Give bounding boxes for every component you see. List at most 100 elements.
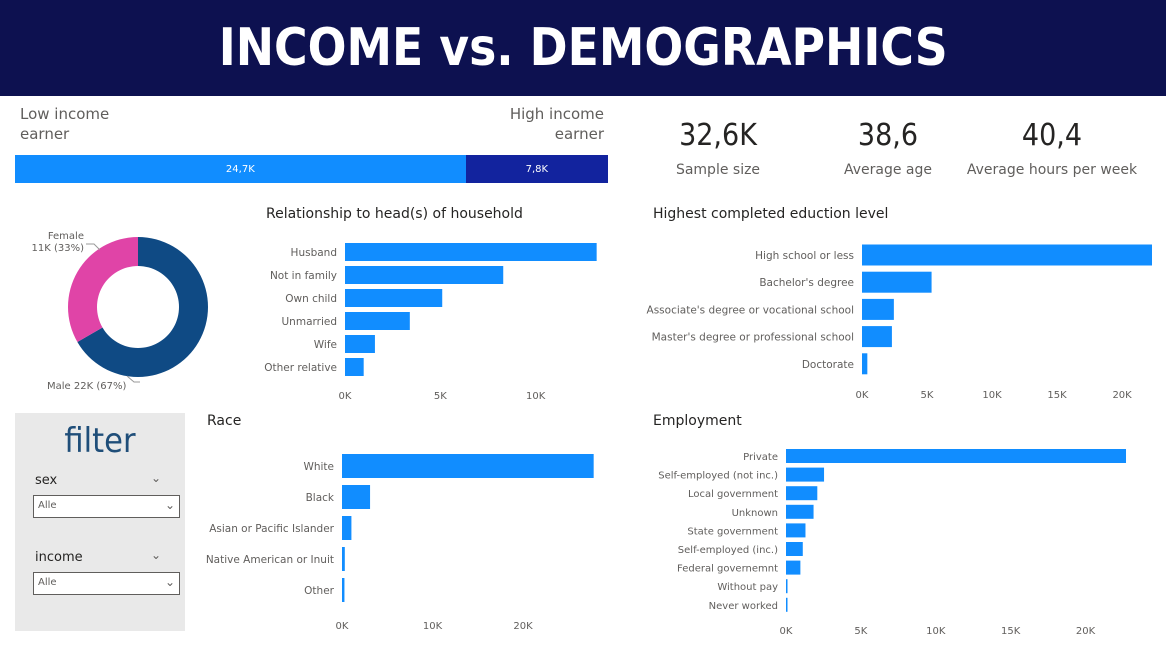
employment-category-label: Local government (688, 489, 778, 500)
kpi-average-age-value: 38,6 (857, 118, 919, 153)
race-category-label: White (303, 461, 334, 473)
relationship-category-label: Not in family (270, 270, 337, 282)
employment-chart-title: Employment (653, 413, 742, 429)
relationship-bar-wife[interactable] (345, 335, 375, 353)
employment-bar-federal-governemnt[interactable] (786, 560, 801, 575)
high-income-value: 7,8K (525, 163, 549, 175)
employment-bar-unknown[interactable] (786, 504, 814, 519)
donut-label-female-name: Female (48, 231, 84, 242)
education-bar-associate-s-degree-or-vocational-school[interactable] (862, 298, 894, 320)
kpi-sample-size[interactable]: 32,6K Sample size (660, 116, 776, 178)
kpi-average-hours[interactable]: 40,4 Average hours per week (966, 116, 1138, 178)
education-category-label: Master's degree or professional school (652, 332, 854, 344)
employment-bar-local-government[interactable] (786, 486, 818, 501)
employment-bar-chart[interactable]: Private Self-employed (not inc.) Local gov… (620, 440, 1166, 645)
relationship-bar-unmarried[interactable] (345, 312, 410, 330)
relationship-tick-label: 0K (339, 391, 352, 402)
chevron-down-icon: ⌄ (164, 498, 175, 512)
race-tick-label: 20K (513, 621, 533, 632)
race-bar-chart[interactable]: White Black Asian or Pacific Islander Nativ… (200, 440, 610, 640)
race-category-label: Black (306, 492, 335, 504)
employment-bar-self-employed-not-inc[interactable] (786, 467, 825, 482)
chevron-down-icon[interactable]: ⌄ (151, 471, 162, 485)
income-slicer-dropdown[interactable]: Alle ⌄ (33, 572, 180, 595)
relationship-category-label: Husband (291, 247, 337, 259)
education-tick-label: 20K (1112, 390, 1132, 401)
income-slicer-label: income (35, 550, 83, 565)
race-chart-title: Race (207, 413, 242, 429)
income-split-bar[interactable]: 24,7K 7,8K (15, 155, 608, 183)
employment-tick-label: 10K (926, 626, 946, 637)
race-tick-label: 0K (336, 621, 349, 632)
education-category-label: Associate's degree or vocational school (647, 304, 854, 316)
kpi-sample-size-label: Sample size (675, 162, 761, 178)
relationship-tick-label: 5K (434, 391, 447, 402)
race-bar-asian-or-pacific-islander[interactable] (342, 516, 352, 540)
relationship-category-label: Unmarried (282, 316, 338, 328)
sex-donut-chart[interactable]: Female 11K (33%) Male 22K (67%) (20, 215, 250, 395)
low-income-segment[interactable]: 24,7K (15, 155, 466, 183)
kpi-average-hours-label: Average hours per week (966, 162, 1138, 178)
employment-bar-state-government[interactable] (786, 523, 806, 538)
relationship-bar-other-relative[interactable] (345, 358, 364, 376)
report-title: INCOME vs. DEMOGRAPHICS (218, 18, 948, 78)
employment-category-label: Federal governemnt (677, 564, 778, 575)
education-category-label: Bachelor's degree (759, 277, 854, 289)
relationship-bar-chart[interactable]: Husband Not in family Own child Unmarried Wi… (200, 232, 610, 407)
education-bar-chart[interactable]: High school or less Bachelor's degree Asso… (620, 232, 1166, 407)
education-bar-high-school-or-less[interactable] (862, 244, 1152, 266)
employment-category-label: Self-employed (inc.) (678, 545, 778, 556)
donut-leader-female[interactable] (86, 243, 101, 251)
sex-slicer-label: sex (35, 473, 58, 488)
employment-category-label: Without pay (717, 582, 778, 593)
employment-tick-label: 15K (1001, 626, 1021, 637)
race-bar-other[interactable] (342, 578, 345, 602)
education-tick-label: 10K (982, 390, 1002, 401)
donut-slice-male[interactable] (77, 237, 208, 377)
chevron-down-icon[interactable]: ⌄ (151, 548, 162, 562)
education-chart-title: Highest completed eduction level (653, 206, 889, 222)
employment-bar-private[interactable] (786, 449, 1127, 463)
high-income-segment[interactable]: 7,8K (465, 155, 608, 183)
relationship-chart-title: Relationship to head(s) of household (266, 206, 523, 222)
filter-panel: filter sex ⌄ Alle ⌄ income ⌄ Alle ⌄ (15, 413, 185, 631)
donut-label-male: Male 22K (67%) (47, 381, 126, 392)
education-bar-bachelor-s-degree[interactable] (862, 271, 932, 293)
employment-category-label: Self-employed (not inc.) (658, 471, 778, 482)
education-category-label: High school or less (755, 250, 854, 262)
donut-slice-female[interactable] (68, 237, 138, 342)
employment-category-label: Never worked (709, 601, 778, 612)
kpi-average-age[interactable]: 38,6 Average age (830, 116, 946, 178)
relationship-category-label: Other relative (264, 362, 337, 374)
relationship-bar-not-in-family[interactable] (345, 266, 504, 284)
race-bar-black[interactable] (342, 485, 371, 509)
race-bar-native-american-or-inuit[interactable] (342, 547, 345, 571)
low-income-value: 24,7K (225, 163, 255, 175)
donut-leader-male[interactable] (126, 375, 140, 383)
race-bar-white[interactable] (342, 454, 594, 478)
education-bar-doctorate[interactable] (862, 353, 868, 375)
employment-bar-never-worked[interactable] (786, 597, 788, 612)
relationship-bar-husband[interactable] (345, 243, 597, 261)
income-slicer-value: Alle (38, 577, 57, 588)
kpi-average-hours-value: 40,4 (1021, 118, 1083, 153)
employment-category-label: Private (743, 452, 778, 463)
relationship-bar-own-child[interactable] (345, 289, 443, 307)
education-bar-master-s-degree-or-professional-school[interactable] (862, 326, 892, 348)
employment-category-label: State government (687, 526, 778, 537)
education-tick-label: 5K (921, 390, 934, 401)
sex-slicer-dropdown[interactable]: Alle ⌄ (33, 495, 180, 518)
donut-label-female-value: 11K (33%) (32, 243, 85, 254)
employment-tick-label: 20K (1076, 626, 1096, 637)
employment-bar-self-employed-inc[interactable] (786, 542, 803, 556)
race-category-label: Other (304, 585, 334, 597)
race-tick-label: 10K (423, 621, 443, 632)
education-tick-label: 0K (856, 390, 869, 401)
education-category-label: Doctorate (802, 359, 854, 371)
race-category-label: Native American or Inuit (206, 554, 334, 566)
employment-category-label: Unknown (732, 508, 778, 519)
sex-slicer-value: Alle (38, 500, 57, 511)
kpi-average-age-label: Average age (843, 162, 933, 178)
employment-bar-without-pay[interactable] (786, 579, 788, 594)
